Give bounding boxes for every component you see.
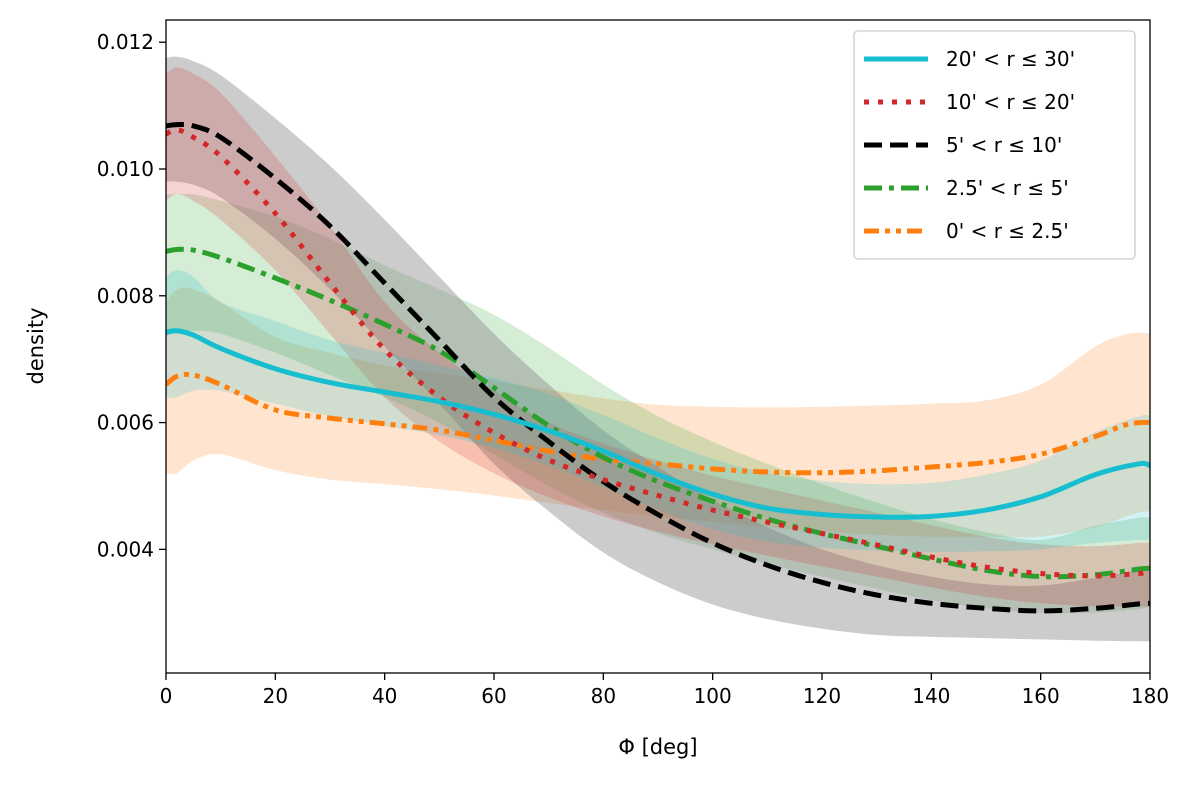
- y-axis-ticks: 0.004 0.006 0.008 0.010 0.012: [97, 30, 166, 561]
- x-tick-label: 160: [1022, 684, 1060, 708]
- legend-label-20-r-30: 20' < r ≤ 30': [946, 47, 1075, 71]
- y-axis-label: density: [24, 308, 48, 385]
- band-0-r-2.5: [166, 287, 1150, 538]
- line-10-r-20: [166, 127, 1150, 579]
- x-axis-ticks: 0 20 40 60 80 100 120 140 160 180: [160, 673, 1169, 708]
- legend-label-5-r-10: 5' < r ≤ 10': [946, 133, 1062, 157]
- legend-label-10-r-20: 10' < r ≤ 20': [946, 90, 1075, 114]
- x-tick-label: 60: [481, 684, 506, 708]
- x-tick-label: 120: [803, 684, 841, 708]
- x-tick-label: 0: [160, 684, 173, 708]
- plot-frame: [165, 19, 1151, 674]
- band-10-r-20: [166, 67, 1150, 607]
- x-tick-label: 80: [591, 684, 616, 708]
- line-0-r-2.5: [166, 371, 1150, 476]
- band-2.5-r-5: [166, 193, 1150, 614]
- y-tick-label: 0.006: [97, 411, 154, 435]
- x-tick-label: 140: [912, 684, 950, 708]
- y-tick-label: 0.004: [97, 537, 154, 561]
- y-tick-label: 0.008: [97, 284, 154, 308]
- legend-label-0-r-2.5: 0' < r ≤ 2.5': [946, 219, 1069, 243]
- x-axis-label: Φ [deg]: [618, 735, 697, 759]
- line-5-r-10: [166, 121, 1150, 614]
- y-tick-label: 0.010: [97, 157, 154, 181]
- y-tick-label: 0.012: [97, 30, 154, 54]
- line-20-r-30: [166, 328, 1150, 520]
- x-tick-label: 20: [263, 684, 288, 708]
- x-tick-label: 180: [1131, 684, 1169, 708]
- x-tick-label: 100: [694, 684, 732, 708]
- legend-label-2.5-r-5: 2.5' < r ≤ 5': [946, 176, 1069, 200]
- legend-frame: [853, 30, 1136, 260]
- band-5-r-10: [166, 56, 1150, 642]
- line-2.5-r-5: [166, 246, 1150, 580]
- legend: 20' < r ≤ 30' 10' < r ≤ 20' 5' < r ≤ 10' 2.…: [853, 30, 1136, 260]
- x-tick-label: 40: [372, 684, 397, 708]
- series-lines: [166, 121, 1150, 614]
